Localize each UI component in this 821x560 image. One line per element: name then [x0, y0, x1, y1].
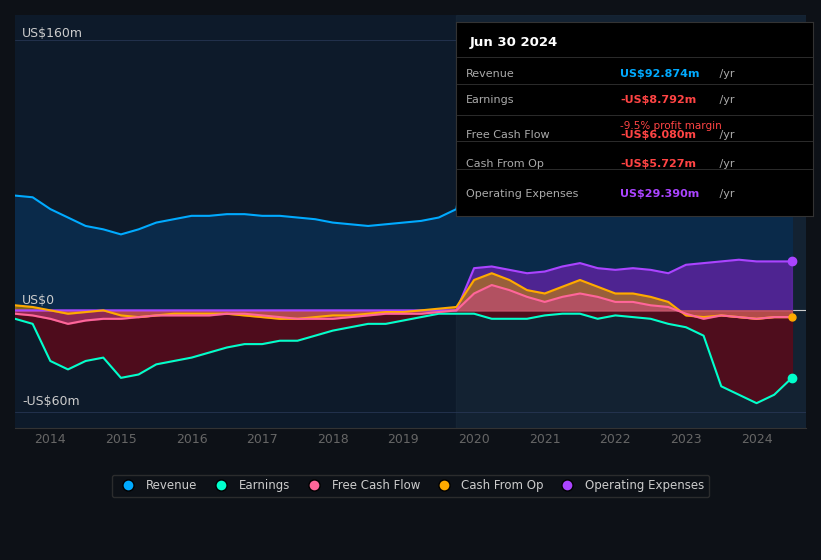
Text: US$0: US$0	[22, 294, 55, 307]
Text: US$160m: US$160m	[22, 27, 83, 40]
Text: /yr: /yr	[717, 189, 735, 199]
Text: US$92.874m: US$92.874m	[620, 68, 699, 78]
Text: Revenue: Revenue	[466, 68, 515, 78]
Text: -US$8.792m: -US$8.792m	[620, 95, 696, 105]
Text: /yr: /yr	[717, 95, 735, 105]
Text: Cash From Op: Cash From Op	[466, 160, 544, 170]
Text: -9.5% profit margin: -9.5% profit margin	[620, 121, 722, 131]
Text: -US$60m: -US$60m	[22, 395, 80, 408]
Text: /yr: /yr	[717, 68, 735, 78]
Text: Jun 30 2024: Jun 30 2024	[470, 36, 558, 49]
Text: US$29.390m: US$29.390m	[620, 189, 699, 199]
Text: -US$5.727m: -US$5.727m	[620, 160, 696, 170]
Text: Operating Expenses: Operating Expenses	[466, 189, 579, 199]
Text: Free Cash Flow: Free Cash Flow	[466, 130, 550, 141]
Text: -US$6.080m: -US$6.080m	[620, 130, 696, 141]
Text: Earnings: Earnings	[466, 95, 515, 105]
Bar	[456, 15, 806, 428]
Text: /yr: /yr	[717, 130, 735, 141]
Text: /yr: /yr	[717, 160, 735, 170]
Legend: Revenue, Earnings, Free Cash Flow, Cash From Op, Operating Expenses: Revenue, Earnings, Free Cash Flow, Cash …	[112, 474, 709, 497]
